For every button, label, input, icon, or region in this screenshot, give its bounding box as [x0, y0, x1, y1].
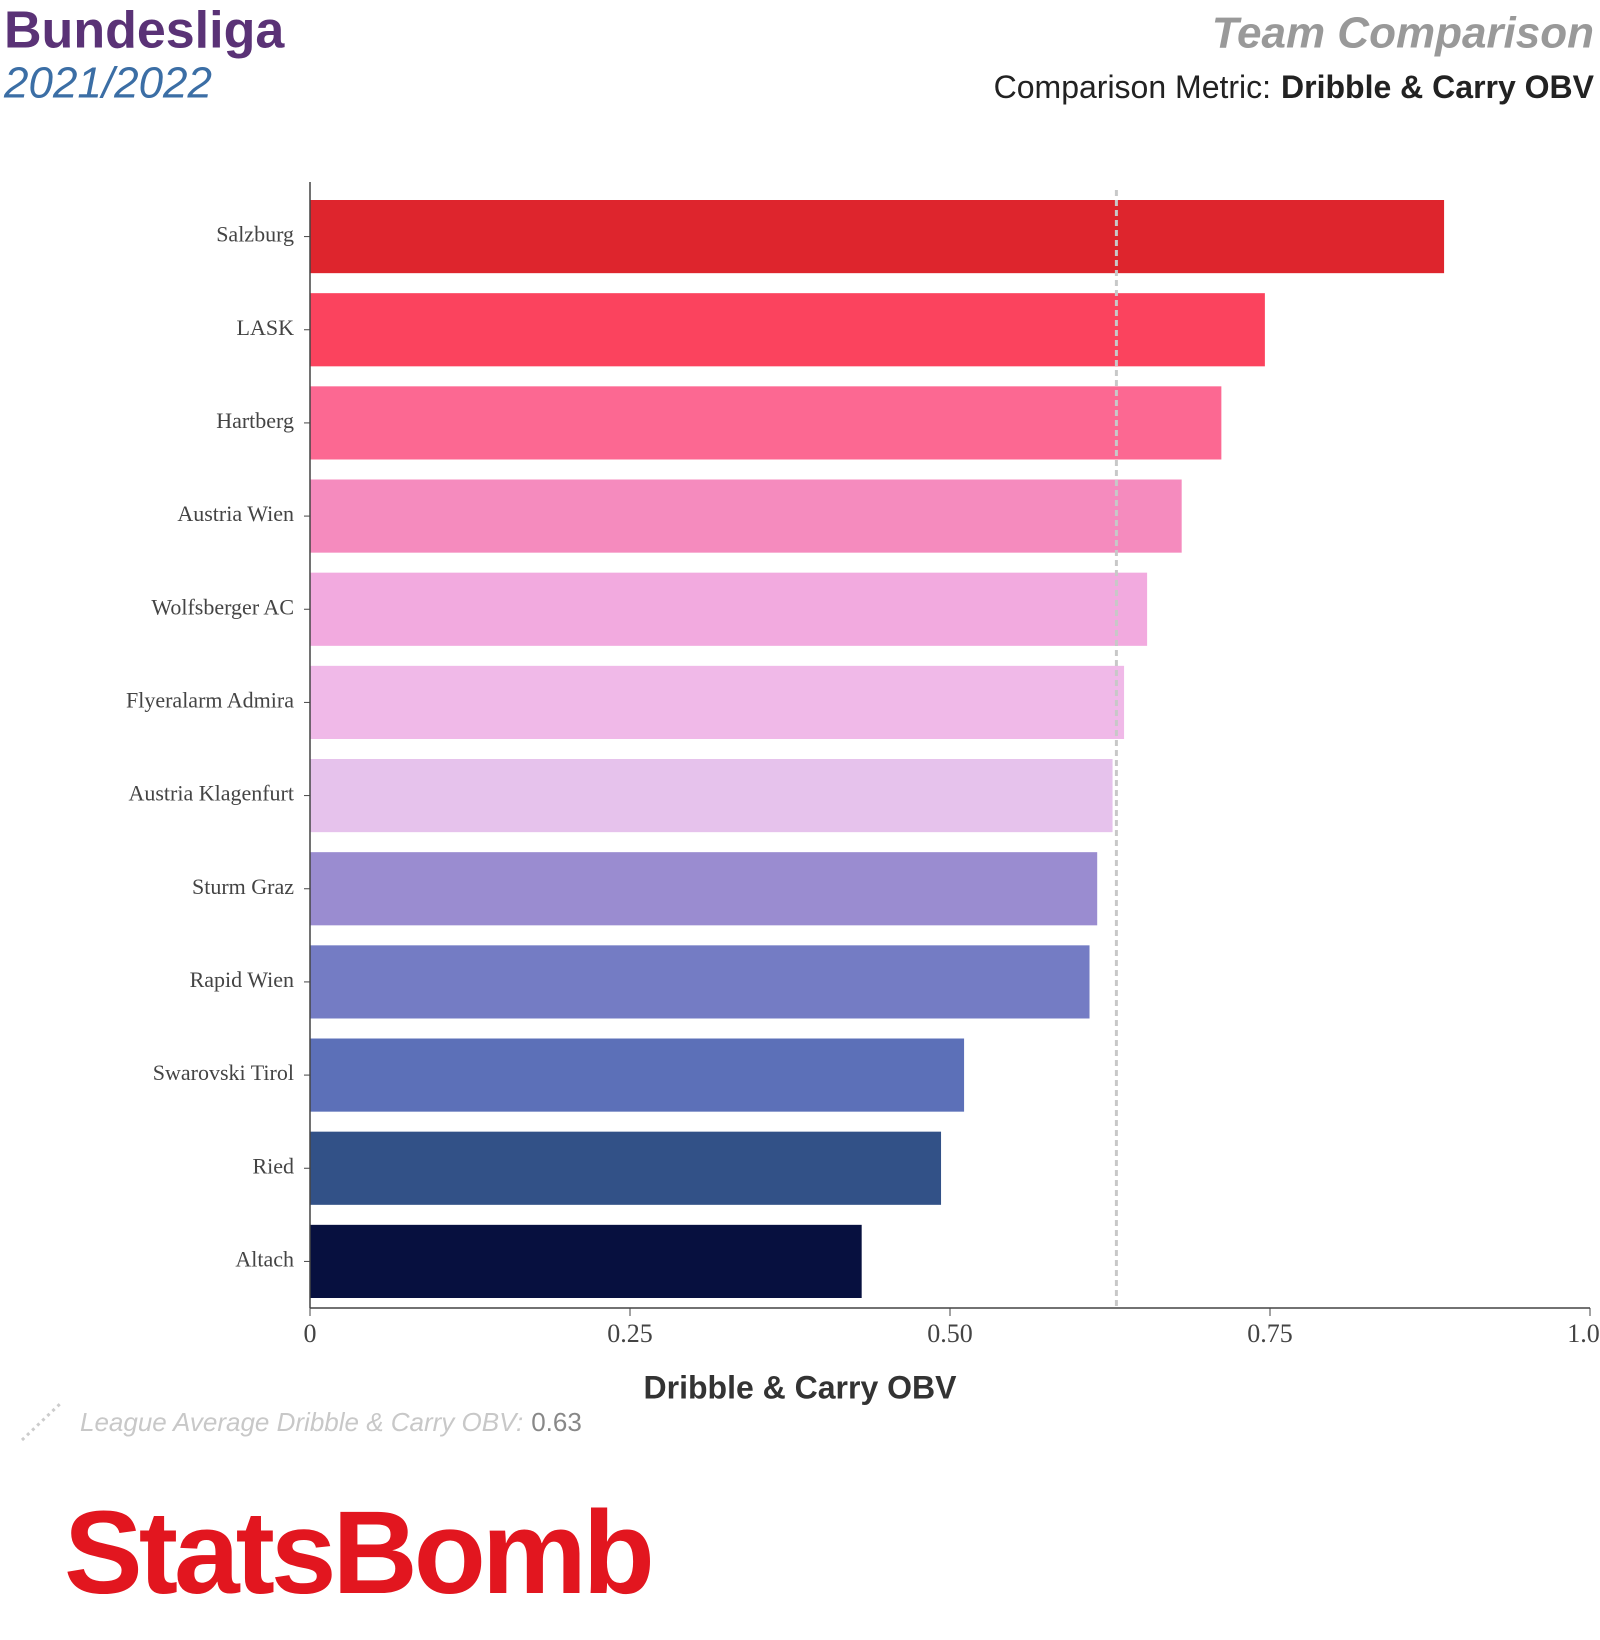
y-tick-label: Altach: [235, 1246, 294, 1271]
x-tick-label: 0.50: [927, 1319, 973, 1348]
legend-swatch: [20, 1400, 64, 1442]
bar: [310, 852, 1098, 926]
x-tick-label: 0.25: [607, 1319, 653, 1348]
subtitle: Comparison Metric: Dribble & Carry OBV: [994, 69, 1595, 105]
subtitle-prefix: Comparison Metric:: [994, 69, 1271, 105]
chart-title: Team Comparison: [1212, 9, 1594, 58]
x-tick-label: 1.00: [1567, 1319, 1600, 1348]
legend-value: 0.63: [531, 1407, 582, 1437]
bar: [310, 200, 1445, 274]
y-tick-label: Wolfsberger AC: [151, 594, 294, 619]
x-tick-label: 0: [304, 1319, 317, 1348]
y-tick-label: Rapid Wien: [190, 967, 294, 992]
bar: [310, 1224, 862, 1298]
y-tick-label: Salzburg: [216, 222, 294, 247]
bar: [310, 1038, 965, 1112]
legend: League Average Dribble & Carry OBV: 0.63: [80, 1407, 582, 1437]
bar: [310, 386, 1222, 460]
y-tick-label: Hartberg: [216, 408, 294, 433]
y-tick-label: Austria Klagenfurt: [128, 781, 294, 806]
y-tick-label: Sturm Graz: [192, 874, 294, 899]
bar: [310, 1131, 942, 1205]
y-tick-label: Flyeralarm Admira: [126, 687, 294, 712]
bar: [310, 945, 1090, 1019]
x-tick-label: 0.75: [1247, 1319, 1293, 1348]
bar: [310, 572, 1148, 646]
bar: [310, 479, 1182, 553]
brand-logo: StatsBomb: [64, 1487, 651, 1619]
y-tick-label: Austria Wien: [177, 501, 294, 526]
season: 2021/2022: [3, 59, 212, 108]
bar: [310, 665, 1125, 739]
x-axis-label: Dribble & Carry OBV: [644, 1369, 958, 1405]
y-tick-label: Swarovski Tirol: [153, 1060, 294, 1085]
y-tick-label: LASK: [237, 315, 295, 340]
bar: [310, 759, 1113, 833]
league: Bundesliga: [4, 2, 285, 60]
y-tick-label: Ried: [252, 1153, 294, 1178]
bar: [310, 293, 1265, 367]
legend-label: League Average Dribble & Carry OBV:: [80, 1407, 523, 1437]
metric: Dribble & Carry OBV: [1281, 69, 1595, 105]
